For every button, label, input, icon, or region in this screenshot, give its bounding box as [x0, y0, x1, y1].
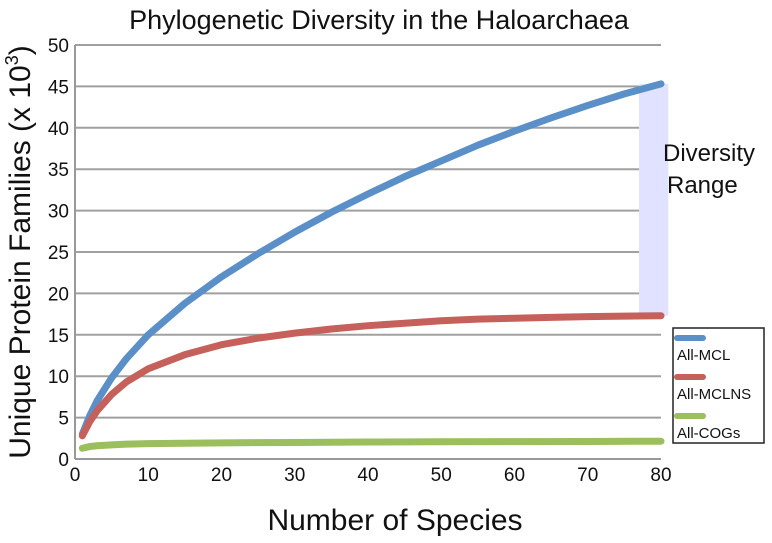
x-tick-labels: 0 10 20 30 40 50 60 70 80 — [70, 465, 672, 486]
legend-label-all-cogs: All-COGs — [677, 425, 740, 442]
x-tick-label-60: 60 — [504, 465, 525, 486]
axes — [74, 45, 661, 460]
legend: All-MCL All-MCLNS All-COGs — [672, 327, 765, 444]
x-tick-label-50: 50 — [431, 465, 452, 486]
x-tick-label-40: 40 — [357, 465, 378, 486]
annotation-range: Range — [667, 172, 738, 199]
x-tick-label-30: 30 — [284, 465, 305, 486]
legend-label-all-mcl: All-MCL — [677, 347, 730, 364]
y-tick-label-45: 45 — [48, 77, 69, 98]
y-axis-label-main: Unique Protein Families (x 10 — [4, 65, 37, 459]
y-tick-label-5: 5 — [58, 409, 69, 430]
y-axis-label-superscript: 3 — [2, 55, 22, 65]
x-tick-label-80: 80 — [650, 465, 671, 486]
diversity-range-band — [639, 83, 669, 316]
y-tick-label-35: 35 — [48, 160, 69, 181]
y-tick-label-0: 0 — [58, 450, 69, 471]
x-tick-label-20: 20 — [211, 465, 232, 486]
y-tick-label-10: 10 — [48, 367, 69, 388]
x-tick-label-10: 10 — [138, 465, 159, 486]
grid-lines — [75, 44, 661, 419]
y-axis-label: Unique Protein Families (x 103) — [2, 45, 37, 459]
y-tick-label-15: 15 — [48, 326, 69, 347]
x-tick-label-0: 0 — [70, 465, 81, 486]
legend-label-all-mclns: All-MCLNS — [677, 386, 751, 403]
series-line-all-mcl — [78, 80, 665, 438]
x-axis-label: Number of Species — [267, 504, 522, 537]
y-tick-labels: 0 5 10 15 20 25 30 35 40 45 50 — [48, 36, 69, 471]
annotation-diversity: Diversity — [663, 140, 755, 167]
y-tick-label-40: 40 — [48, 119, 69, 140]
series-group — [78, 80, 665, 452]
y-tick-label-50: 50 — [48, 36, 69, 57]
series-line-all-cogs — [78, 437, 665, 452]
y-axis-label-close: ) — [4, 45, 37, 55]
y-tick-label-30: 30 — [48, 202, 69, 223]
series-line-all-mclns — [78, 312, 665, 440]
legend-box — [672, 327, 765, 444]
chart-title: Phylogenetic Diversity in the Haloarchae… — [129, 5, 630, 35]
x-tick-label-70: 70 — [577, 465, 598, 486]
y-tick-label-25: 25 — [48, 243, 69, 264]
y-tick-label-20: 20 — [48, 284, 69, 305]
